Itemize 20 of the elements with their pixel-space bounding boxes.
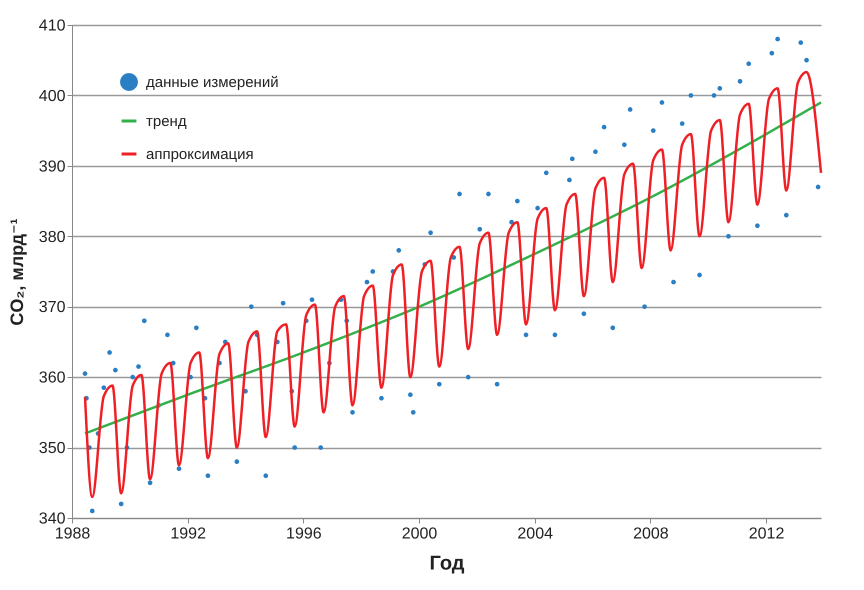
y-tick-label: 380 <box>38 228 66 246</box>
y-tick-label: 390 <box>38 158 66 176</box>
x-tick-label: 2000 <box>402 526 438 542</box>
x-tick-label: 2004 <box>517 526 554 542</box>
y-tick-label: 350 <box>38 440 66 458</box>
x-tick-label: 1992 <box>170 526 206 542</box>
y-tick-label: 360 <box>38 370 66 387</box>
legend-label: аппроксимация <box>146 146 254 163</box>
x-axis-title: Год <box>430 552 465 574</box>
x-tick-label: 2008 <box>633 526 669 542</box>
x-tick-label: 1996 <box>286 526 322 542</box>
legend-label: тренд <box>146 113 187 130</box>
y-axis-title: CO₂, млрд⁻¹ <box>6 218 27 326</box>
y-tick-label: 340 <box>38 510 66 528</box>
y-tick-label: 400 <box>38 88 66 105</box>
legend-label: данные измерений <box>146 74 279 91</box>
y-tick-label: 410 <box>38 18 66 34</box>
x-tick-label: 1988 <box>54 526 90 542</box>
y-tick-label: 370 <box>38 299 66 316</box>
x-tick-label: 2012 <box>748 526 784 542</box>
